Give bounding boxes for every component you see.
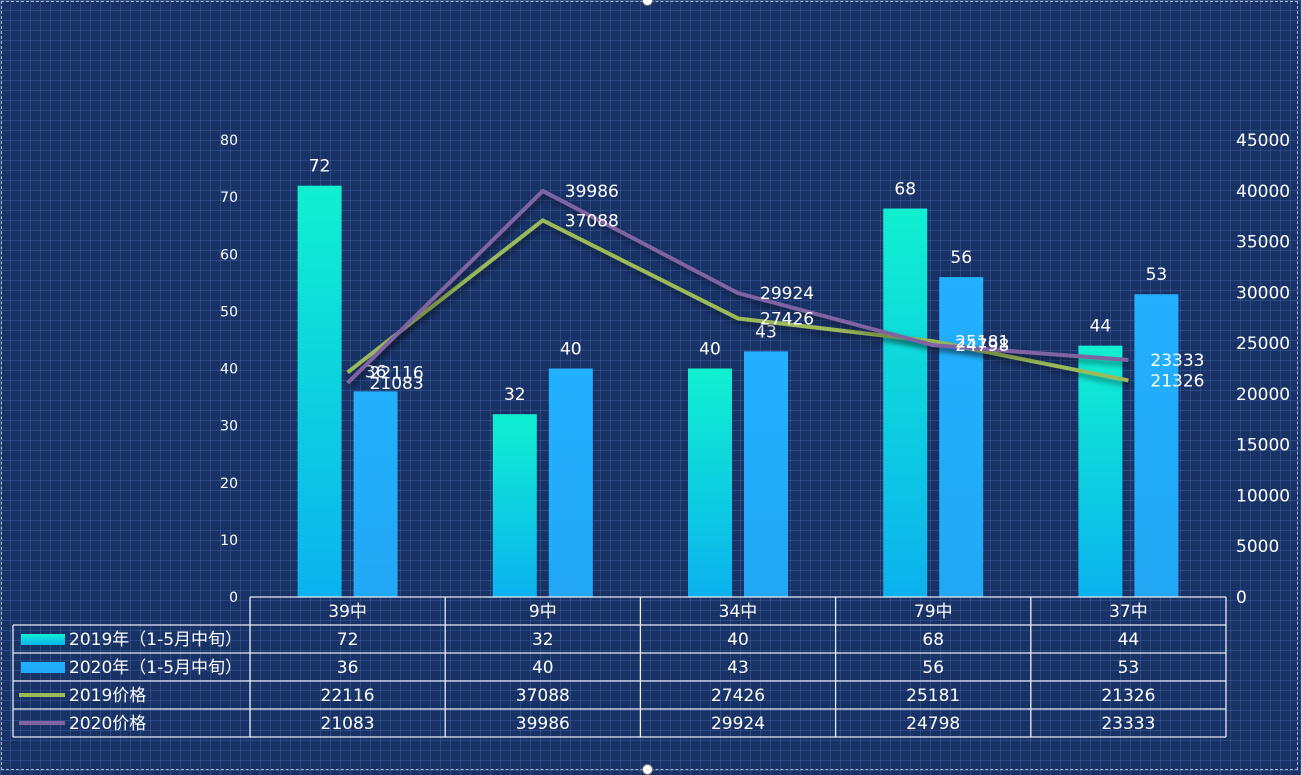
table-cell: 53 — [1118, 658, 1140, 678]
table-cell: 29924 — [711, 714, 765, 734]
table-cell: 24798 — [906, 714, 960, 734]
y-left-tick-label: 50 — [220, 304, 238, 320]
table-cell: 32 — [532, 630, 554, 650]
bar-2020-3 — [939, 277, 984, 597]
bar-data-label: 32 — [504, 385, 526, 405]
y-right-tick-label: 10000 — [1236, 486, 1290, 506]
table-cell: 44 — [1118, 630, 1140, 650]
line-2019价格 — [346, 218, 1129, 383]
y-left-tick-label: 70 — [220, 190, 238, 206]
bar-data-label: 53 — [1146, 265, 1168, 285]
bar-2019-0 — [297, 185, 342, 597]
table-cell: 43 — [727, 658, 749, 678]
legend-entry: 2020价格 — [69, 714, 146, 734]
table-cell: 40 — [532, 658, 554, 678]
y-left-tick-label: 10 — [220, 533, 238, 549]
y-left-tick-label: 60 — [220, 247, 238, 263]
legend-entry: 2019价格 — [69, 686, 146, 706]
legend-key — [21, 634, 65, 645]
table-cell: 72 — [337, 630, 359, 650]
category-label: 37中 — [1109, 602, 1148, 622]
bar-2019-3 — [883, 208, 928, 598]
table-cell: 27426 — [711, 686, 765, 706]
table-cell: 39986 — [516, 714, 570, 734]
bar-2020-1 — [548, 368, 593, 597]
line-data-labels: 22116 37088 27426 25181 21326 21083 39986 29924… — [370, 182, 1205, 394]
bar-data-label: 40 — [560, 340, 582, 360]
line-data-label: 22116 — [370, 363, 424, 383]
bar-data-labels: 72 32 40 68 44 36 40 43 56 53 — [309, 157, 1167, 406]
bar-data-label: 40 — [699, 340, 721, 360]
table-cell: 21083 — [321, 714, 375, 734]
y-left-tick-label: 0 — [229, 590, 238, 606]
table-cell: 25181 — [906, 686, 960, 706]
bar-2019-1 — [492, 414, 537, 597]
legend-entry: 2019年（1-5月中旬） — [69, 630, 242, 650]
table-cell: 22116 — [321, 686, 375, 706]
bar-data-label: 56 — [950, 248, 972, 268]
bar-2019-4 — [1078, 345, 1123, 597]
y-right-tick-label: 40000 — [1236, 182, 1290, 202]
line-2020价格 — [346, 188, 1129, 385]
table-cell: 21326 — [1101, 686, 1155, 706]
line-data-label: 27426 — [760, 309, 814, 329]
price-lines — [346, 188, 1129, 385]
line-data-label: 39986 — [565, 182, 619, 202]
legend-key — [21, 662, 65, 673]
line-data-label: 37088 — [565, 211, 619, 231]
bar-data-label: 43 — [755, 322, 777, 342]
table-cell: 23333 — [1101, 714, 1155, 734]
y-left-tick-label: 80 — [220, 133, 238, 149]
table-cell: 36 — [337, 658, 359, 678]
bar-data-label: 68 — [894, 180, 916, 200]
y-right-tick-label: 35000 — [1236, 233, 1290, 253]
bars — [297, 185, 1179, 598]
data-table: 39中 9中 34中 79中 37中 2019年（1-5月中旬） 72 32 40 68 44 202… — [12, 596, 1227, 738]
table-cell: 37088 — [516, 686, 570, 706]
line-data-label: 29924 — [760, 284, 814, 304]
table-cell: 56 — [922, 658, 944, 678]
table-cell: 40 — [727, 630, 749, 650]
y-left-tick-label: 40 — [220, 362, 238, 378]
table-cell: 68 — [922, 630, 944, 650]
category-label: 9中 — [529, 602, 557, 622]
line-data-label: 21326 — [1150, 371, 1204, 391]
legend-entry: 2020年（1-5月中旬） — [69, 658, 242, 678]
category-label: 39中 — [328, 602, 367, 622]
y-left-tick-label: 20 — [220, 476, 238, 492]
line-data-label: 21083 — [370, 374, 424, 394]
y-right-tick-label: 0 — [1236, 588, 1247, 608]
bar-2020-4 — [1134, 294, 1179, 597]
line-data-label: 23333 — [1150, 351, 1204, 371]
category-label: 34中 — [719, 602, 758, 622]
y-axis-right-ticks: 0 5000 10000 15000 20000 25000 30000 35000 40000… — [1236, 131, 1290, 608]
bar-data-label: 44 — [1090, 317, 1112, 337]
bar-2019-2 — [688, 368, 732, 597]
bar-data-label: 72 — [309, 157, 331, 177]
y-right-tick-label: 5000 — [1236, 537, 1279, 557]
y-right-tick-label: 25000 — [1236, 334, 1290, 354]
y-right-tick-label: 30000 — [1236, 283, 1290, 303]
y-axis-left-ticks: 0 10 20 30 40 50 60 70 80 — [220, 133, 238, 606]
y-right-tick-label: 45000 — [1236, 131, 1290, 151]
y-left-tick-label: 30 — [220, 419, 238, 435]
category-label: 79中 — [914, 602, 953, 622]
bar-data-label: 36 — [365, 362, 387, 382]
bar-2020-2 — [744, 351, 788, 597]
y-right-tick-label: 20000 — [1236, 385, 1290, 405]
y-right-tick-label: 15000 — [1236, 436, 1290, 456]
line-data-label: 24798 — [955, 336, 1009, 356]
line-data-label: 25181 — [955, 332, 1009, 352]
bar-2020-0 — [353, 391, 398, 597]
